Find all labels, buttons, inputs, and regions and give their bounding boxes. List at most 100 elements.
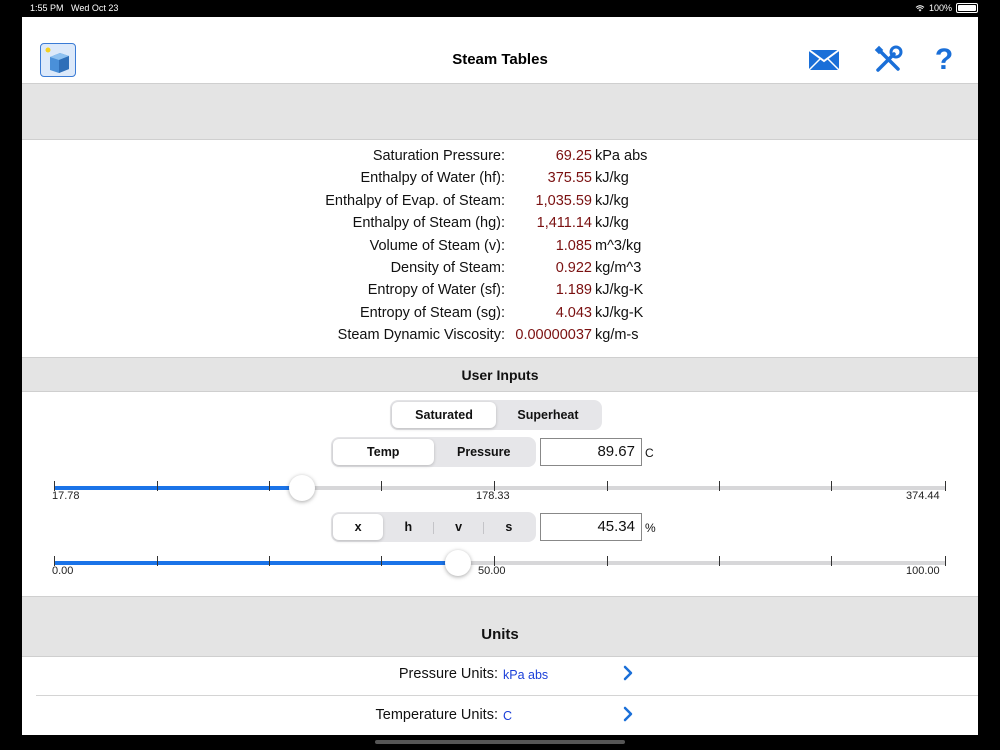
battery-percent: 100% (928, 3, 952, 13)
tools-icon (874, 45, 903, 72)
header-band (22, 83, 978, 140)
chevron-right-icon (623, 665, 633, 681)
result-unit: kg/m^3 (595, 260, 642, 276)
result-row: Steam Dynamic Viscosity: 0.00000037 kg/m-s (22, 324, 978, 346)
slider-tick (607, 481, 608, 491)
segment-v[interactable]: v (434, 514, 484, 540)
slider-tick (945, 556, 946, 566)
user-inputs-title: User Inputs (461, 367, 539, 383)
result-label: Enthalpy of Steam (hg): (352, 215, 505, 232)
result-label: Density of Steam: (390, 260, 505, 276)
result-unit: kJ/kg-K (595, 282, 644, 299)
row-divider (36, 695, 978, 696)
result-row: Entropy of Steam (sg): 4.043 kJ/kg-K (22, 302, 978, 324)
temperature-units-label: Temperature Units: (375, 707, 499, 723)
result-label: Steam Dynamic Viscosity: (337, 327, 505, 344)
result-row: Enthalpy of Water (hf): 375.55 kJ/kg (22, 167, 978, 189)
result-unit: kJ/kg-K (595, 304, 644, 321)
quality-slider-mid-label: 50.00 (478, 565, 506, 577)
help-icon: ? (934, 43, 954, 76)
segment-s[interactable]: s (505, 520, 513, 534)
temperature-input[interactable]: 89.67 (540, 438, 642, 466)
result-value: 4.043 (555, 304, 592, 321)
result-value: 1.189 (555, 282, 592, 299)
temperature-slider[interactable] (54, 475, 946, 501)
chevron-right-icon (623, 706, 633, 722)
temperature-unit: C (645, 446, 654, 460)
slider-tick (157, 556, 158, 566)
result-label: Enthalpy of Water (hf): (360, 170, 505, 187)
slider-tick (494, 481, 495, 491)
slider-tick (831, 481, 832, 491)
temperature-slider-fill (54, 486, 302, 490)
result-row: Volume of Steam (v): 1.085 m^3/kg (22, 235, 978, 257)
quality-slider-fill (54, 561, 459, 565)
pressure-units-label: Pressure Units: (398, 666, 498, 682)
slider-tick (54, 556, 55, 566)
result-label: Volume of Steam (v): (369, 237, 505, 254)
result-label: Enthalpy of Evap. of Steam: (325, 192, 505, 209)
slider-tick (381, 556, 382, 566)
segment-x[interactable]: x (333, 514, 384, 540)
result-row: Density of Steam: 0.922 kg/m^3 (22, 257, 978, 279)
result-unit: kJ/kg (595, 170, 629, 187)
pressure-units-row[interactable]: Pressure Units: kPa abs (22, 655, 978, 695)
basis-segmented-control: Temp Pressure (331, 437, 536, 467)
status-bar: 1:55 PM Wed Oct 23 100% (0, 0, 1000, 16)
user-inputs-header: User Inputs (22, 357, 978, 392)
nav-bar: Steam Tables ? (22, 17, 978, 84)
result-unit: kJ/kg (595, 192, 629, 209)
tools-button[interactable] (870, 45, 906, 75)
result-row: Saturation Pressure: 69.25 kPa abs (22, 145, 978, 167)
segment-superheat[interactable]: Superheat (517, 408, 579, 422)
mail-button[interactable] (806, 45, 842, 75)
quality-unit: % (645, 521, 656, 535)
temperature-slider-thumb[interactable] (288, 475, 315, 501)
segment-h[interactable]: h (383, 514, 434, 540)
segment-pressure[interactable]: Pressure (456, 445, 511, 459)
slider-tick (719, 556, 720, 566)
segment-saturated[interactable]: Saturated (392, 402, 496, 428)
mode-segmented-control: Saturated Superheat (390, 400, 602, 430)
result-value: 1.085 (555, 237, 592, 254)
slider-tick (269, 556, 270, 566)
quality-slider-thumb[interactable] (445, 550, 472, 576)
result-value: 375.55 (547, 170, 592, 187)
slider-tick (494, 556, 495, 566)
mail-icon (808, 49, 840, 71)
quality-slider-min-label: 0.00 (52, 565, 74, 577)
result-row: Entropy of Water (sf): 1.189 kJ/kg-K (22, 279, 978, 301)
slider-tick (54, 481, 55, 491)
result-label: Entropy of Water (sf): (367, 282, 505, 299)
result-unit: kg/m-s (595, 327, 639, 344)
status-time: 1:55 PM Wed Oct 23 (30, 3, 119, 13)
temperature-units-row[interactable]: Temperature Units: C (22, 696, 978, 735)
result-unit: kPa abs (595, 148, 648, 164)
result-value: 1,411.14 (536, 215, 592, 232)
segment-temp[interactable]: Temp (333, 439, 434, 465)
app-icon[interactable] (40, 43, 76, 77)
quality-slider-max-label: 100.00 (906, 565, 940, 577)
app-screen: Steam Tables ? Saturation Pressure: 69.25… (22, 17, 978, 735)
temperature-units-value: C (503, 709, 513, 723)
result-value: 0.00000037 (515, 327, 592, 344)
result-unit: kJ/kg (595, 215, 629, 232)
home-indicator (375, 740, 625, 744)
temp-slider-min-label: 17.78 (52, 490, 80, 502)
slider-tick (269, 481, 270, 491)
result-value: 1,035.59 (535, 192, 592, 209)
slider-tick (719, 481, 720, 491)
quality-input[interactable]: 45.34 (540, 513, 642, 541)
help-button[interactable]: ? (926, 43, 962, 76)
result-unit: m^3/kg (595, 237, 642, 254)
result-value: 0.922 (555, 260, 592, 276)
pressure-units-value: kPa abs (503, 668, 549, 682)
slider-tick (157, 481, 158, 491)
slider-tick (381, 481, 382, 491)
slider-tick (831, 556, 832, 566)
units-header: Units (22, 596, 978, 657)
result-label: Entropy of Steam (sg): (359, 304, 505, 321)
temp-slider-max-label: 374.44 (906, 490, 940, 502)
quality-slider[interactable] (54, 550, 946, 576)
result-row: Enthalpy of Steam (hg): 1,411.14 kJ/kg (22, 212, 978, 234)
